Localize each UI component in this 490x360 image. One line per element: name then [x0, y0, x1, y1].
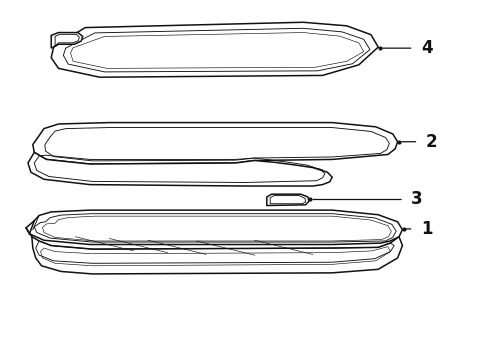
- Polygon shape: [51, 22, 378, 77]
- Text: 2: 2: [426, 133, 437, 151]
- Text: 3: 3: [411, 190, 423, 208]
- Polygon shape: [26, 210, 402, 244]
- Polygon shape: [28, 152, 332, 186]
- Polygon shape: [33, 123, 397, 164]
- Polygon shape: [51, 32, 83, 48]
- Text: 4: 4: [421, 39, 433, 57]
- Polygon shape: [32, 237, 402, 274]
- Text: 1: 1: [421, 220, 432, 238]
- Polygon shape: [267, 194, 309, 206]
